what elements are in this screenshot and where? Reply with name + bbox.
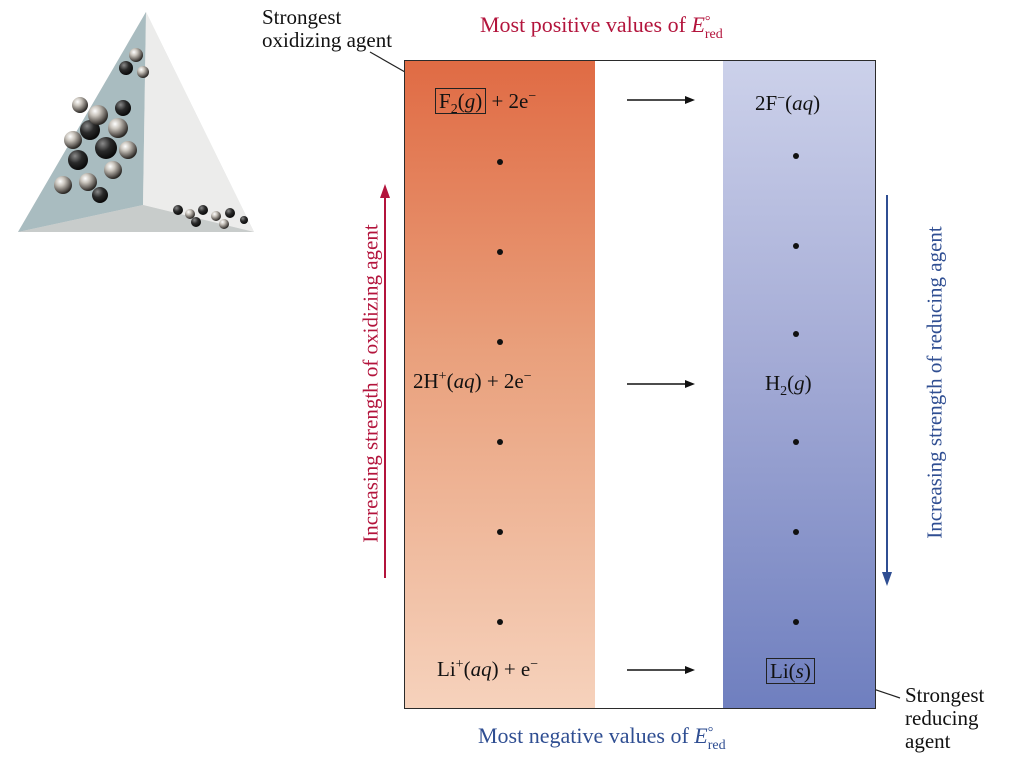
reaction-right-li: Li(s) (766, 658, 815, 684)
ellipsis-dot (497, 249, 503, 255)
reducing-agent-column (723, 61, 875, 708)
ellipsis-dot (793, 153, 799, 159)
callout-line: agent (905, 729, 951, 753)
reaction-left-li-plus: Li+(aq) + e− (437, 657, 539, 681)
reaction-left-f2: F2(g) + 2e− (435, 88, 536, 118)
strongest-oxidizing-callout: Strongest oxidizing agent (262, 6, 392, 52)
ellipsis-dot (793, 243, 799, 249)
ellipsis-dot (793, 439, 799, 445)
right-arrow-icon (627, 380, 695, 388)
ellipsis-dot (793, 619, 799, 625)
callout-line: Strongest (262, 5, 342, 29)
reaction-left-h-plus: 2H+(aq) + 2e− (413, 369, 532, 393)
down-arrow-icon (882, 195, 892, 586)
heading-symbol: E (694, 723, 708, 748)
bottom-heading: Most negative values of E ° red (478, 723, 726, 753)
molecular-prism-illustration (18, 12, 254, 232)
reduction-potential-table: F2(g) + 2e− 2F−(aq) 2H+(aq) + 2e− H2(g) … (404, 60, 876, 709)
heading-sub: red (707, 738, 726, 753)
ellipsis-dot (793, 529, 799, 535)
ellipsis-dot (497, 339, 503, 345)
right-arrow-icon (627, 96, 695, 104)
ellipsis-dot (497, 529, 503, 535)
strongest-oxidizer-box: F2(g) (435, 88, 487, 117)
heading-text: Most negative values of (478, 723, 695, 748)
up-arrow-icon (380, 184, 390, 578)
reaction-right-f-minus: 2F−(aq) (755, 91, 821, 115)
strongest-reducer-box: Li(s) (766, 658, 815, 684)
reaction-right-h2: H2(g) (765, 371, 812, 400)
ellipsis-dot (497, 159, 503, 165)
heading-symbol: E (691, 12, 705, 37)
ellipsis-dot (497, 619, 503, 625)
heading-sup: ° (704, 14, 711, 29)
reaction-arrows (627, 96, 695, 674)
oxidizing-agent-column (405, 61, 595, 708)
heading-sub: red (704, 27, 723, 42)
right-arrow-icon (627, 666, 695, 674)
ellipsis-dot (793, 331, 799, 337)
strongest-reducing-callout: Strongest reducing agent (905, 684, 984, 753)
heading-text: Most positive values of (480, 12, 692, 37)
callout-line: oxidizing agent (262, 28, 393, 52)
callout-line: reducing (905, 706, 979, 730)
callout-line: Strongest (905, 683, 985, 707)
top-heading: Most positive values of E ° red (480, 12, 723, 42)
ellipsis-dot (497, 439, 503, 445)
heading-sup: ° (707, 725, 714, 740)
